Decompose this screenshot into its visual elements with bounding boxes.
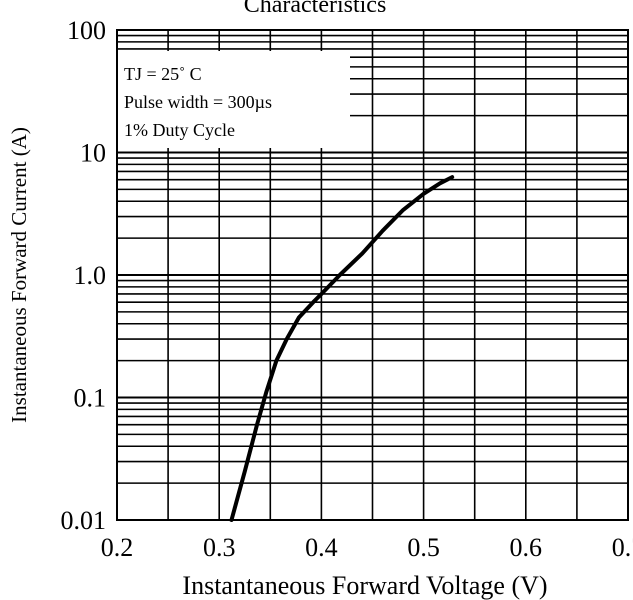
x-tick-label: 0.5: [407, 533, 440, 562]
y-tick-label: 0.1: [74, 384, 107, 413]
legend-box: TJ = 25˚ C Pulse width = 300µs 1% Duty C…: [118, 51, 350, 148]
series-line: [229, 175, 455, 522]
plot-frame: [116, 29, 629, 521]
y-tick-label: 10: [80, 139, 106, 168]
y-tick-labels: 0.01 0.1 1.0 10 100: [61, 16, 107, 535]
x-tick-label: 0.3: [203, 533, 236, 562]
y-axis-label: Instantaneous Forward Current (A): [7, 127, 31, 423]
legend-line-temperature: TJ = 25˚ C: [124, 64, 202, 84]
y-tick-label: 100: [67, 16, 106, 45]
legend-line-pulse-width: Pulse width = 300µs: [124, 92, 272, 112]
legend-box-background: [118, 51, 350, 148]
x-tick-label: 0.2: [101, 533, 134, 562]
x-axis-label: Instantaneous Forward Voltage (V): [182, 571, 547, 600]
y-tick-label: 1.0: [74, 261, 107, 290]
y-tick-label: 0.01: [61, 506, 107, 535]
x-tick-labels: 0.2 0.3 0.4 0.5 0.6 0.7: [101, 533, 633, 562]
chart-title: Characteristics: [244, 0, 387, 18]
x-tick-label: 0.6: [510, 533, 543, 562]
x-tick-label: 0.4: [305, 533, 338, 562]
x-tick-label: 0.7: [612, 533, 633, 562]
legend-line-duty-cycle: 1% Duty Cycle: [124, 120, 235, 140]
grid: [117, 30, 628, 520]
